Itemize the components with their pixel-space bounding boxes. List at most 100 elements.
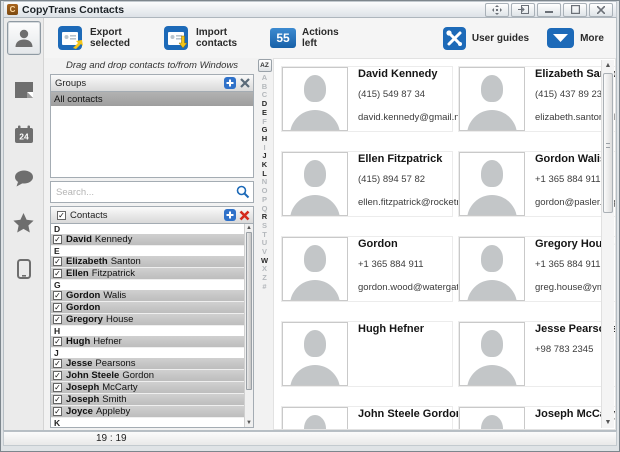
- cards-scroll-up-icon[interactable]: ▲: [604, 62, 612, 69]
- contact-row[interactable]: ✓ Jesse Pearsons: [51, 358, 244, 370]
- contact-card[interactable]: Hugh Hefner: [281, 321, 453, 387]
- alphabet-letter[interactable]: #: [262, 281, 267, 291]
- alphabet-letter[interactable]: L: [262, 168, 267, 178]
- toolbar: Export selected Import contacts 55 Actio…: [44, 18, 616, 58]
- contact-row[interactable]: ✓ David Kennedy: [51, 234, 244, 246]
- az-sort-button[interactable]: AZ: [257, 59, 272, 72]
- contact-checkbox[interactable]: ✓: [53, 269, 62, 278]
- card-email: gordon@pasler.org: [535, 197, 616, 208]
- contact-checkbox[interactable]: ✓: [53, 395, 62, 404]
- alphabet-letter[interactable]: W: [260, 255, 269, 265]
- contact-checkbox[interactable]: ✓: [53, 383, 62, 392]
- alphabet-letter[interactable]: J: [262, 151, 267, 161]
- card-name: John Steele Gordon: [358, 408, 463, 420]
- alphabet-letter[interactable]: D: [261, 99, 268, 109]
- alphabet-letter[interactable]: E: [261, 107, 267, 117]
- contacts-scrollbar[interactable]: ▲ ▼: [244, 224, 253, 427]
- delete-group-button[interactable]: [238, 77, 251, 90]
- alphabet-letter[interactable]: R: [261, 212, 268, 222]
- contact-row[interactable]: ✓ Gordon: [51, 302, 244, 314]
- alphabet-letter[interactable]: O: [261, 186, 268, 196]
- contact-photo-placeholder: [459, 237, 525, 301]
- contact-checkbox[interactable]: ✓: [53, 359, 62, 368]
- delete-contact-button[interactable]: [238, 209, 251, 222]
- contact-row[interactable]: ✓ Joseph McCarty: [51, 382, 244, 394]
- contact-card[interactable]: Ellen Fitzpatrick (415) 894 57 82 ellen.…: [281, 151, 480, 217]
- sidebar-item-device[interactable]: [16, 259, 31, 279]
- contact-row[interactable]: ✓ Joseph Smith: [51, 394, 244, 406]
- alphabet-letter[interactable]: U: [261, 238, 268, 248]
- alphabet-letter[interactable]: P: [261, 194, 267, 204]
- sidebar-item-notes[interactable]: [14, 81, 34, 99]
- sidebar-item-favorites[interactable]: [13, 213, 34, 233]
- alphabet-letter[interactable]: N: [261, 177, 268, 187]
- scroll-up-icon[interactable]: ▲: [246, 225, 252, 231]
- alphabet-letter[interactable]: F: [262, 116, 267, 126]
- contact-row[interactable]: ✓ Ellen Fitzpatrick: [51, 268, 244, 280]
- contact-card[interactable]: Elizabeth Santon (415) 437 89 23 elizabe…: [458, 66, 615, 132]
- search-icon[interactable]: [236, 185, 250, 204]
- contact-card[interactable]: Gregory House +1 365 884 911 greg.house@…: [458, 236, 615, 302]
- sidebar-item-contacts[interactable]: [6, 21, 41, 55]
- alphabet-letter[interactable]: G: [261, 125, 268, 135]
- contact-card[interactable]: Joseph McCarty: [458, 406, 615, 429]
- group-row[interactable]: All contacts: [51, 92, 253, 106]
- alphabet-letter[interactable]: B: [261, 81, 268, 91]
- contact-row[interactable]: ✓ Gordon Walis: [51, 290, 244, 302]
- contact-checkbox[interactable]: ✓: [53, 235, 62, 244]
- alphabet-letter[interactable]: I: [263, 142, 266, 152]
- contact-row[interactable]: ✓ John Steele Gordon: [51, 370, 244, 382]
- contact-card[interactable]: Gordon Walis +1 365 884 911 gordon@pasle…: [458, 151, 616, 217]
- minimize-to-tray-button[interactable]: [511, 2, 535, 17]
- select-all-checkbox[interactable]: ✓: [57, 210, 66, 220]
- alphabet-letter[interactable]: C: [261, 90, 268, 100]
- contact-checkbox[interactable]: ✓: [53, 315, 62, 324]
- alphabet-letter[interactable]: K: [261, 160, 268, 170]
- maximize-button[interactable]: [563, 2, 587, 17]
- contact-row[interactable]: ✓ Gregory House: [51, 314, 244, 326]
- move-window-button[interactable]: [485, 2, 509, 17]
- alphabet-letter[interactable]: Z: [262, 273, 267, 283]
- contact-checkbox[interactable]: ✓: [53, 303, 62, 312]
- scroll-down-icon[interactable]: ▼: [246, 420, 252, 426]
- contact-checkbox[interactable]: ✓: [53, 337, 62, 346]
- contact-card[interactable]: Jesse Pearsons +98 783 2345: [458, 321, 615, 387]
- alphabet-letter[interactable]: T: [262, 229, 267, 239]
- contact-checkbox[interactable]: ✓: [53, 257, 62, 266]
- alphabet-letter[interactable]: S: [261, 220, 267, 230]
- alphabet-letter[interactable]: H: [261, 133, 268, 143]
- star-icon: [13, 213, 34, 233]
- alphabet-letter[interactable]: Q: [261, 203, 268, 213]
- export-selected-button[interactable]: Export selected: [58, 25, 138, 51]
- alphabet-letter[interactable]: X: [261, 264, 267, 274]
- contacts-scroll-thumb[interactable]: [246, 232, 252, 391]
- user-guides-button[interactable]: User guides: [442, 26, 529, 50]
- contact-checkbox[interactable]: ✓: [53, 291, 62, 300]
- more-button[interactable]: More: [547, 28, 604, 48]
- card-name: David Kennedy: [358, 68, 438, 80]
- alphabet-letter[interactable]: A: [261, 73, 268, 82]
- contact-checkbox[interactable]: ✓: [53, 407, 62, 416]
- card-phone: +1 365 884 911: [358, 259, 424, 270]
- sidebar-item-calendar[interactable]: 24: [14, 125, 34, 144]
- minimize-button[interactable]: [537, 2, 561, 17]
- contact-card[interactable]: Gordon +1 365 884 911 gordon.wood@waterg…: [281, 236, 475, 302]
- cards-scroll-thumb[interactable]: [603, 73, 613, 213]
- contact-row[interactable]: ✓ Elizabeth Santon: [51, 256, 244, 268]
- contact-card[interactable]: John Steele Gordon: [281, 406, 463, 429]
- add-contact-button[interactable]: [223, 209, 236, 222]
- add-group-button[interactable]: [223, 77, 236, 90]
- search-input[interactable]: [50, 181, 254, 203]
- alphabet-letter[interactable]: V: [261, 247, 267, 257]
- contact-row[interactable]: ✓ Hugh Hefner: [51, 336, 244, 348]
- contact-card[interactable]: David Kennedy (415) 549 87 34 david.kenn…: [281, 66, 467, 132]
- contact-checkbox[interactable]: ✓: [53, 371, 62, 380]
- close-button[interactable]: [589, 2, 613, 17]
- cards-scrollbar[interactable]: ▲ ▼: [601, 60, 614, 428]
- sidebar-item-messages[interactable]: [14, 170, 34, 187]
- cards-scroll-down-icon[interactable]: ▼: [604, 419, 612, 426]
- contact-row[interactable]: ✓ Joyce Appleby: [51, 406, 244, 418]
- actions-left-indicator[interactable]: 55 Actions left: [270, 27, 350, 49]
- import-contacts-button[interactable]: Import contacts: [164, 25, 244, 51]
- red-x-icon: [239, 210, 250, 220]
